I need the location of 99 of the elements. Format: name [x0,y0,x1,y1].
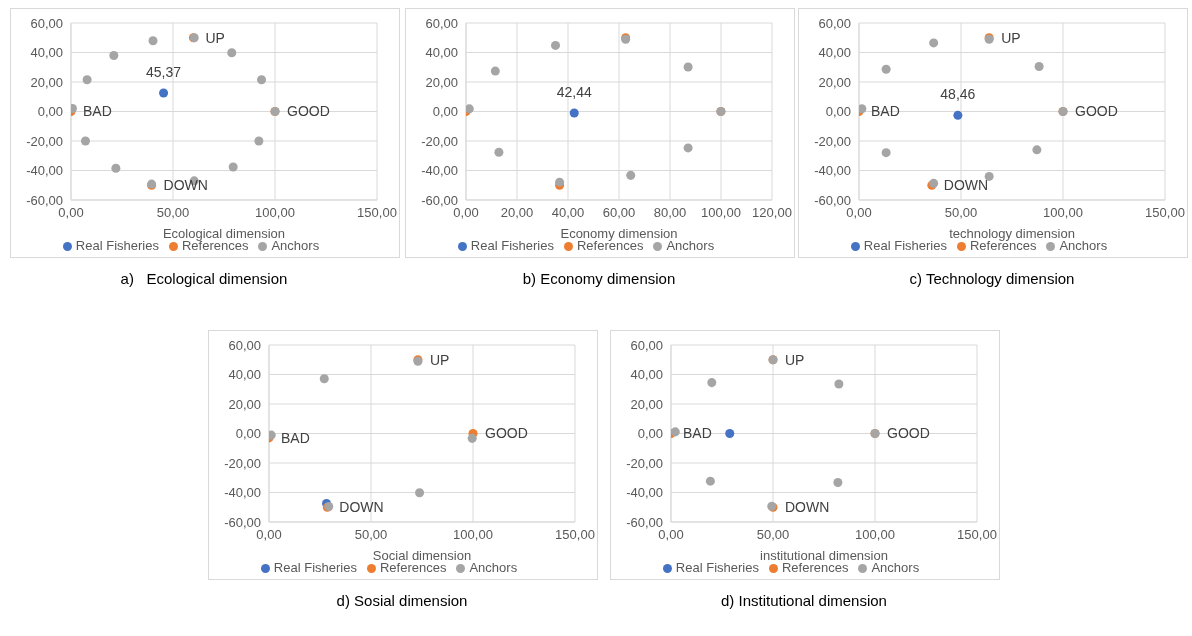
x-tick-label: 0,00 [256,527,282,543]
x-tick-label: 100,00 [453,527,493,543]
x-tick-label: 150,00 [555,527,595,543]
y-tick-label: 40,00 [425,45,458,61]
annotation: DOWN [339,499,384,516]
y-tick-label: 20,00 [818,74,851,90]
y-tick-label: 0,00 [825,104,851,120]
text: c) Technology dimension [908,270,1076,287]
y-tick-label: 0,00 [637,426,663,442]
legend-label: Anchors [469,560,518,575]
x-tick-label: 0,00 [658,527,684,543]
y-tick-label: 20,00 [228,396,261,412]
x-tick-label: 0,00 [846,205,872,221]
x-axis-title: technology dimension [949,226,1075,241]
legend-label: Anchors [271,238,320,253]
y-tick-label: 20,00 [30,74,63,90]
y-tick-label: -60,00 [626,514,663,530]
x-tick-label: 0,00 [58,205,84,221]
text: a) Ecological dimension [119,270,289,287]
text: b) Economy dimension [521,270,677,287]
x-tick-label: 100,00 [1043,205,1083,221]
y-tick-label: -40,00 [421,163,458,179]
y-tick-label: 60,00 [425,15,458,31]
x-axis-title: institutional dimension [760,548,888,563]
x-tick-label: 50,00 [156,205,190,221]
annotation: UP [205,29,225,46]
x-tick-label: 150,00 [1145,205,1185,221]
annotation: BAD [83,103,112,120]
annotation: DOWN [163,177,208,194]
y-tick-label: 40,00 [630,367,663,383]
y-tick-label: -60,00 [224,514,261,530]
annotation: BAD [281,429,310,446]
y-tick-label: 40,00 [818,45,851,61]
x-tick-label: 0,00 [453,205,479,221]
annotation: 48,46 [940,86,976,103]
x-tick-label: 100,00 [701,205,741,221]
legend-label: Anchors [666,238,715,253]
y-tick-label: 60,00 [30,15,63,31]
y-tick-label: 20,00 [425,74,458,90]
y-tick-label: 60,00 [228,337,261,353]
y-tick-label: -60,00 [26,192,63,208]
annotation: GOOD [887,425,930,442]
y-tick-label: 40,00 [228,367,261,383]
x-axis-title: Social dimension [372,548,472,563]
x-tick-label: 120,00 [752,205,792,221]
text: d) Institutional dimension [720,592,888,609]
x-tick-label: 40,00 [551,205,585,221]
y-tick-label: -40,00 [626,485,663,501]
annotation: UP [785,351,805,368]
y-tick-label: -20,00 [224,455,261,471]
annotation: 42,44 [556,83,592,100]
annotation: 45,37 [146,64,182,81]
y-tick-label: 0,00 [235,426,261,442]
y-tick-label: 20,00 [630,396,663,412]
legend-label: References [379,560,447,575]
y-tick-label: 60,00 [630,337,663,353]
y-tick-label: -20,00 [626,455,663,471]
y-tick-label: -20,00 [814,133,851,149]
y-tick-label: -20,00 [421,133,458,149]
legend-label: Real Fisheries [675,560,759,575]
legend-label: Anchors [1059,238,1108,253]
y-tick-label: 60,00 [818,15,851,31]
text: d) Sosial dimension [335,592,469,609]
y-tick-label: -40,00 [224,485,261,501]
annotation: BAD [683,425,712,442]
x-tick-label: 150,00 [357,205,397,221]
annotation: GOOD [485,425,528,442]
legend-label: Real Fisheries [470,238,554,253]
x-tick-label: 100,00 [855,527,895,543]
x-axis-title: Economy dimension [560,226,678,241]
x-tick-label: 100,00 [255,205,295,221]
legend-label: Real Fisheries [863,238,947,253]
y-tick-label: -40,00 [26,163,63,179]
y-tick-label: -40,00 [814,163,851,179]
annotation: GOOD [1075,103,1118,120]
x-tick-label: 50,00 [756,527,790,543]
y-tick-label: -60,00 [814,192,851,208]
x-tick-label: 80,00 [653,205,687,221]
annotation: DOWN [943,177,989,194]
annotation: UP [1001,29,1021,46]
legend-label: Real Fisheries [75,238,159,253]
x-tick-label: 50,00 [354,527,388,543]
annotation: UP [429,351,450,368]
y-tick-label: -60,00 [421,192,458,208]
legend-label: Real Fisheries [273,560,357,575]
x-tick-label: 20,00 [500,205,534,221]
x-tick-label: 60,00 [602,205,636,221]
y-tick-label: 40,00 [30,45,63,61]
annotation: GOOD [287,103,330,120]
x-tick-label: 150,00 [957,527,997,543]
legend-label: References [781,560,849,575]
x-tick-label: 50,00 [944,205,978,221]
y-tick-label: 0,00 [432,104,458,120]
y-tick-label: -20,00 [26,133,63,149]
y-tick-label: 0,00 [37,104,63,120]
x-axis-title: Ecological dimension [162,226,286,241]
legend-label: Anchors [871,560,920,575]
annotation: BAD [871,103,900,120]
annotation: DOWN [785,499,830,516]
